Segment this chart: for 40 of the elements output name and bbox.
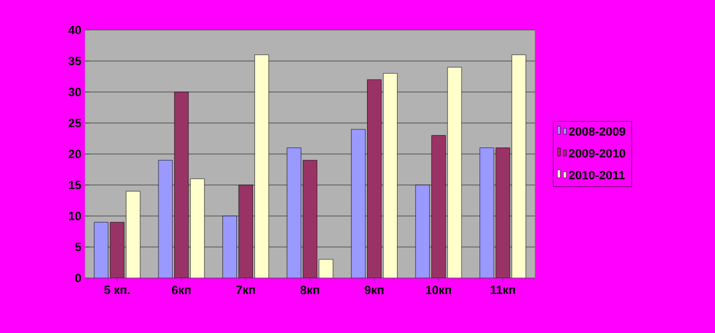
x-tick-label: 10кп (426, 286, 451, 294)
x-tick-label: 5 кп. (104, 286, 130, 294)
bar (367, 79, 382, 278)
x-tick-label: 7кп (236, 286, 255, 294)
bar (190, 178, 205, 278)
y-tick-label: 5 (75, 242, 82, 252)
bar (94, 222, 108, 278)
bar (431, 135, 446, 278)
bar (254, 54, 269, 278)
legend-label: 2008-2009 (568, 127, 626, 136)
x-tick-label: 8кп (300, 286, 320, 294)
bar (174, 92, 189, 278)
bar (126, 191, 140, 278)
y-tick-label: 20 (68, 150, 81, 158)
bar (480, 148, 494, 278)
bar (110, 222, 124, 278)
bar (496, 148, 510, 278)
y-tick-label: 40 (68, 26, 81, 34)
bar (302, 160, 318, 278)
bar (238, 184, 253, 278)
bar (158, 160, 173, 278)
bar (447, 67, 462, 278)
y-tick-label: 15 (68, 180, 82, 190)
bar (222, 216, 237, 278)
bar (512, 54, 526, 278)
legend-label: 2009-2010 (568, 149, 626, 158)
bar (415, 184, 430, 278)
bar (383, 73, 398, 278)
y-tick-label: 25 (68, 118, 82, 128)
x-tick-label: 6кп (172, 286, 191, 294)
y-tick-label: 0 (75, 274, 81, 282)
bar (286, 148, 302, 278)
x-tick-label: 9кп (364, 286, 384, 294)
bar (318, 259, 334, 278)
y-tick-label: 35 (68, 56, 82, 66)
bar (351, 129, 366, 278)
legend-label: 2010-2011 (568, 170, 625, 180)
x-tick-label: 11кп (490, 286, 515, 294)
y-tick-label: 10 (68, 212, 81, 220)
y-tick-label: 30 (68, 88, 81, 96)
